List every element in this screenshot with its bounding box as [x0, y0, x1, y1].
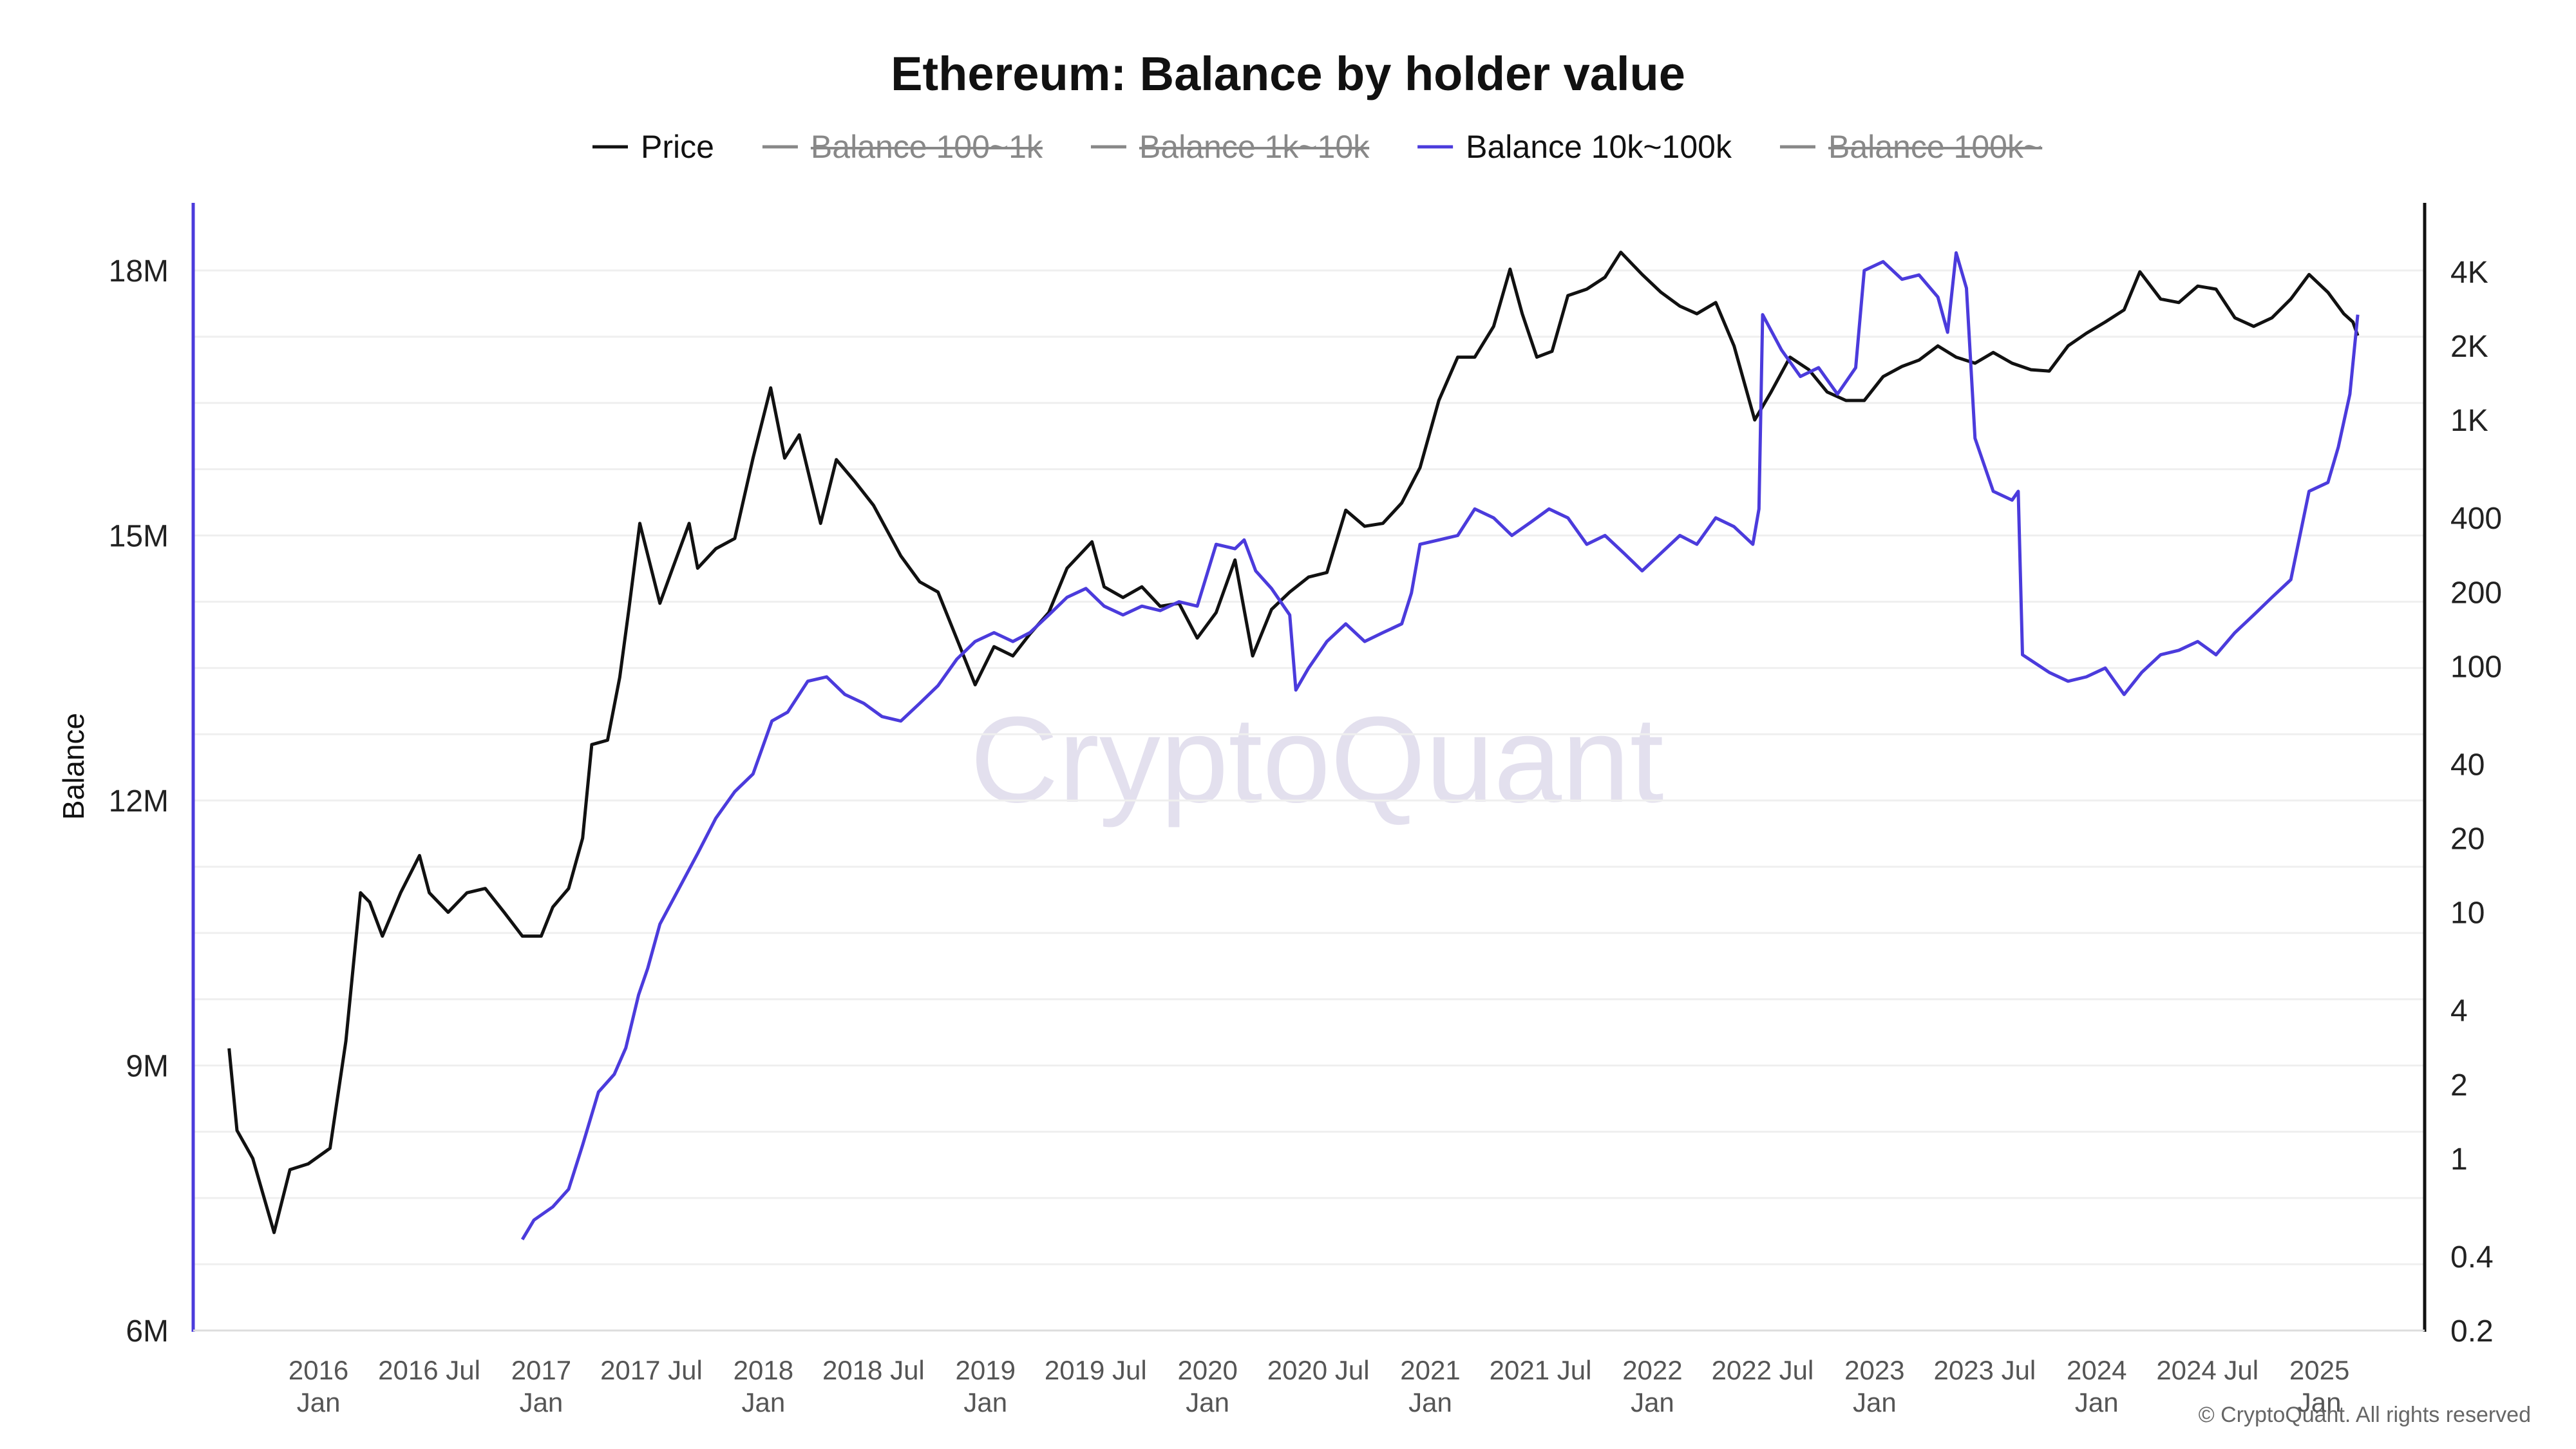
- legend-item[interactable]: Balance 100k~: [1779, 129, 2043, 165]
- x-tick-sublabel: Jan: [297, 1387, 341, 1417]
- watermark: CryptoQuant: [970, 692, 1663, 828]
- right-tick-label: 0.4: [2450, 1240, 2494, 1274]
- grid: [193, 269, 2425, 1332]
- x-tick-label: 2018 Jul: [822, 1355, 925, 1385]
- chart-title: Ethereum: Balance by holder value: [891, 47, 1685, 100]
- right-tick-label: 0.2: [2450, 1314, 2494, 1349]
- series-line: [227, 251, 2360, 1235]
- x-tick-sublabel: Jan: [520, 1387, 564, 1417]
- left-tick-label: 18M: [109, 254, 169, 289]
- x-tick-label: 2017: [511, 1355, 571, 1385]
- left-tick-label: 12M: [109, 784, 169, 819]
- x-tick-label: 2024 Jul: [2156, 1355, 2259, 1385]
- series-price: [227, 251, 2360, 1235]
- x-tick: 2020 Jul: [1267, 1355, 1370, 1385]
- x-tick-sublabel: Jan: [1186, 1387, 1229, 1417]
- x-tick-sublabel: Jan: [963, 1387, 1007, 1417]
- x-tick-sublabel: Jan: [2075, 1387, 2119, 1417]
- x-tick-label: 2016 Jul: [378, 1355, 480, 1385]
- legend-label: Price: [641, 129, 714, 165]
- x-tick-label: 2019 Jul: [1045, 1355, 1147, 1385]
- legend-item[interactable]: Price: [592, 129, 714, 165]
- x-tick: 2018 Jul: [822, 1355, 925, 1385]
- x-tick: 2022 Jul: [1712, 1355, 1814, 1385]
- x-tick-label: 2021: [1400, 1355, 1460, 1385]
- left-tick-label: 15M: [109, 520, 169, 554]
- x-tick-label: 2023: [1844, 1355, 1904, 1385]
- legend-item[interactable]: Balance 100~1k: [762, 129, 1043, 165]
- x-tick-label: 2025: [2289, 1355, 2349, 1385]
- right-tick-label: 2K: [2450, 330, 2488, 364]
- left-axis-ticks: 6M 9M 12M 15M 18M: [109, 254, 169, 1349]
- left-tick-label: 6M: [126, 1314, 169, 1349]
- legend-item[interactable]: Balance 10k~100k: [1417, 129, 1732, 165]
- right-tick-label: 2: [2450, 1068, 2468, 1103]
- series-line: [520, 251, 2360, 1240]
- x-tick: 2019 Jul: [1045, 1355, 1147, 1385]
- x-tick-label: 2023 Jul: [1933, 1355, 2036, 1385]
- x-tick-sublabel: Jan: [741, 1387, 785, 1417]
- right-tick-label: 100: [2450, 650, 2502, 684]
- x-tick-label: 2021 Jul: [1490, 1355, 1592, 1385]
- x-tick: 2021 Jul: [1490, 1355, 1592, 1385]
- x-tick: 2016 Jul: [378, 1355, 480, 1385]
- x-tick-label: 2018: [734, 1355, 793, 1385]
- x-tick-label: 2022: [1622, 1355, 1682, 1385]
- right-tick-label: 1K: [2450, 404, 2488, 438]
- right-axis-ticks: 0.2 0.4 1 2 4 10 20 40 100 200 400 1K 2K 4K: [2450, 256, 2502, 1349]
- left-tick-label: 9M: [126, 1050, 169, 1084]
- x-tick-label: 2016: [289, 1355, 348, 1385]
- series-layer: [227, 251, 2360, 1240]
- right-tick-label: 20: [2450, 822, 2485, 857]
- x-tick: 2017 Jul: [600, 1355, 703, 1385]
- x-tick-sublabel: Jan: [1631, 1387, 1674, 1417]
- right-tick-label: 4K: [2450, 256, 2488, 290]
- x-tick-label: 2020: [1177, 1355, 1237, 1385]
- copyright: © CryptoQuant. All rights reserved: [2199, 1403, 2531, 1427]
- legend: Price Balance 100~1k Balance 1k~10k Balance…: [592, 129, 2043, 165]
- x-tick-label: 2024: [2067, 1355, 2126, 1385]
- right-tick-label: 400: [2450, 502, 2502, 536]
- right-tick-label: 10: [2450, 896, 2485, 931]
- x-tick: 2023 Jul: [1933, 1355, 2036, 1385]
- legend-item[interactable]: Balance 1k~10k: [1090, 129, 1370, 165]
- x-tick-sublabel: Jan: [1408, 1387, 1452, 1417]
- x-tick-label: 2020 Jul: [1267, 1355, 1370, 1385]
- x-tick: 2024 Jul: [2156, 1355, 2259, 1385]
- x-tick-sublabel: Jan: [1853, 1387, 1897, 1417]
- legend-label: Balance 10k~100k: [1466, 129, 1732, 165]
- series-balance-10k-100k: [520, 251, 2360, 1240]
- x-tick-label: 2019: [956, 1355, 1016, 1385]
- right-tick-label: 40: [2450, 748, 2485, 782]
- right-tick-label: 4: [2450, 994, 2468, 1028]
- right-tick-label: 200: [2450, 576, 2502, 610]
- x-tick-sublabel: Jan: [2298, 1387, 2342, 1417]
- left-axis-label: Balance: [57, 713, 90, 820]
- x-tick-label: 2022 Jul: [1712, 1355, 1814, 1385]
- right-tick-label: 1: [2450, 1142, 2468, 1177]
- x-tick-label: 2017 Jul: [600, 1355, 703, 1385]
